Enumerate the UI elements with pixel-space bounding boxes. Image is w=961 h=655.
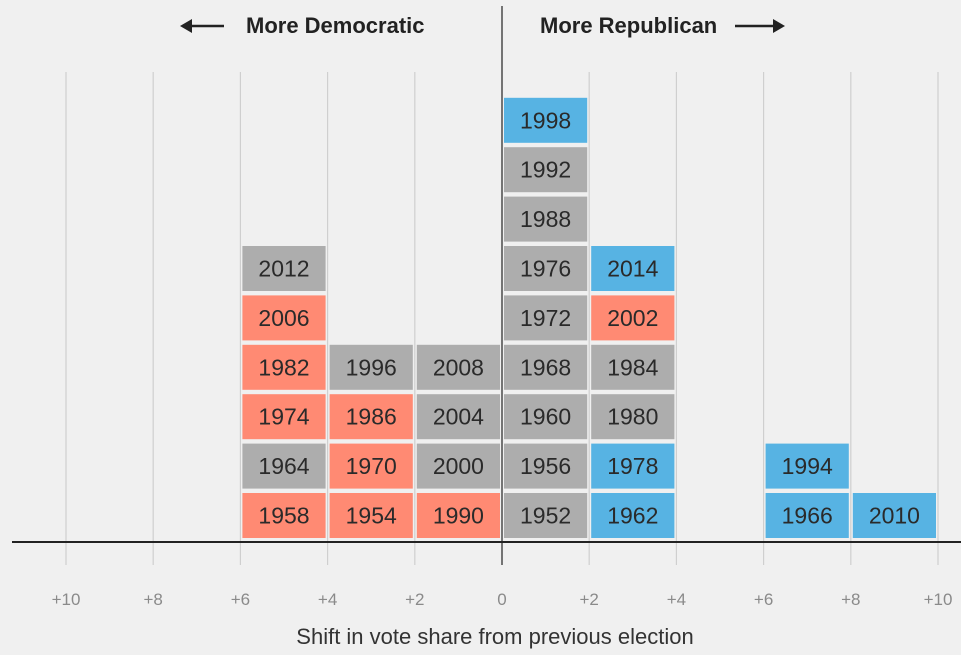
year-box-2008 (416, 344, 500, 390)
year-box-1974 (242, 394, 326, 440)
year-box-1978 (591, 443, 675, 489)
year-label: 1988 (520, 206, 571, 232)
year-label: 1970 (346, 453, 397, 479)
year-box-1998 (504, 97, 588, 143)
year-box-1952 (504, 493, 588, 538)
year-label: 1960 (520, 404, 571, 430)
year-box-1976 (504, 246, 588, 291)
year-label: 2012 (258, 256, 309, 282)
more-democratic-header: More Democratic (180, 8, 425, 44)
year-label: 1996 (346, 354, 397, 380)
year-box-1960 (504, 394, 588, 440)
year-label: 1966 (782, 503, 833, 529)
year-box-1986 (329, 394, 413, 440)
year-box-1988 (504, 196, 588, 242)
more-republican-header: More Republican (540, 8, 786, 44)
year-label: 1998 (520, 107, 571, 133)
year-box-2000 (416, 443, 500, 489)
year-box-2012 (242, 246, 326, 291)
x-tick-label: +8 (841, 590, 860, 609)
year-label: 2006 (258, 305, 309, 331)
year-label: 1976 (520, 256, 571, 282)
x-tick-label: +4 (318, 590, 337, 609)
year-label: 1982 (258, 354, 309, 380)
year-label: 1952 (520, 503, 571, 529)
year-box-1964 (242, 443, 326, 489)
year-label: 1968 (520, 354, 571, 380)
more-republican-label: More Republican (540, 13, 718, 38)
year-label: 1992 (520, 157, 571, 183)
year-box-1966 (765, 493, 849, 538)
year-label: 1978 (607, 453, 658, 479)
x-tick-label: +6 (231, 590, 250, 609)
year-label: 1972 (520, 305, 571, 331)
year-box-1982 (242, 344, 326, 390)
year-box-1994 (765, 443, 849, 489)
year-box-1984 (591, 344, 675, 390)
year-box-1970 (329, 443, 413, 489)
year-box-1980 (591, 394, 675, 440)
year-label: 1964 (258, 453, 309, 479)
year-box-1962 (591, 493, 675, 538)
year-box-2010 (852, 493, 936, 538)
year-box-1990 (416, 493, 500, 538)
year-box-1996 (329, 344, 413, 390)
year-label: 1954 (346, 503, 397, 529)
year-box-2006 (242, 295, 326, 341)
year-label: 1990 (433, 503, 484, 529)
more-democratic-label: More Democratic (246, 13, 425, 38)
year-box-2004 (416, 394, 500, 440)
x-axis-label: Shift in vote share from previous electi… (296, 624, 694, 649)
year-label: 1980 (607, 404, 658, 430)
year-label: 1974 (258, 404, 309, 430)
x-tick-label: +10 (52, 590, 81, 609)
year-label: 2002 (607, 305, 658, 331)
x-tick-label: +6 (754, 590, 773, 609)
arrow-left-icon (180, 19, 224, 33)
year-label: 1956 (520, 453, 571, 479)
arrow-right-icon (735, 19, 786, 33)
x-tick-label: 0 (497, 590, 506, 609)
year-box-1956 (504, 443, 588, 489)
year-box-1954 (329, 493, 413, 538)
year-label: 1994 (782, 453, 833, 479)
year-label: 1962 (607, 503, 658, 529)
x-tick-label: +2 (580, 590, 599, 609)
year-label: 2010 (869, 503, 920, 529)
year-label: 2000 (433, 453, 484, 479)
year-box-1958 (242, 493, 326, 538)
year-box-1992 (504, 147, 588, 193)
x-tick-label: +4 (667, 590, 686, 609)
year-label: 2004 (433, 404, 484, 430)
x-tick-label: +8 (144, 590, 163, 609)
year-label: 2014 (607, 256, 658, 282)
year-box-2002 (591, 295, 675, 341)
year-label: 1958 (258, 503, 309, 529)
year-label: 1986 (346, 404, 397, 430)
x-tick-label: +2 (405, 590, 424, 609)
year-box-2014 (591, 246, 675, 291)
year-label: 1984 (607, 354, 658, 380)
year-label: 2008 (433, 354, 484, 380)
year-box-1968 (504, 344, 588, 390)
year-box-1972 (504, 295, 588, 341)
x-tick-label: +10 (924, 590, 953, 609)
